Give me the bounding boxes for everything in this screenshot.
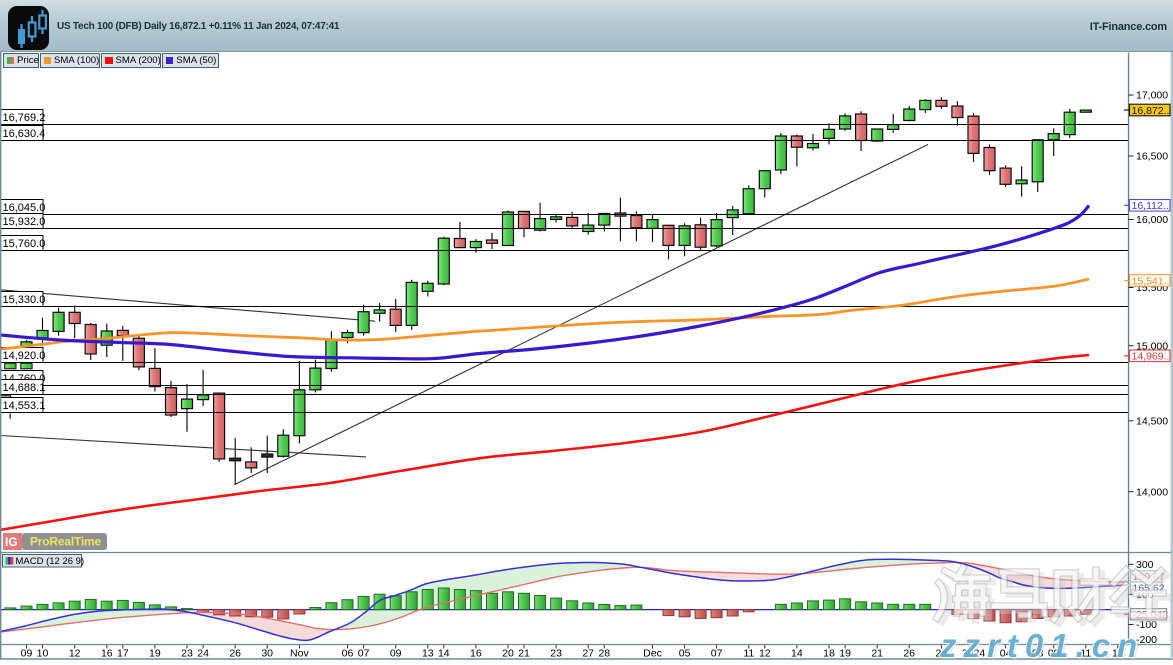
svg-text:zzrt01.cn: zzrt01.cn: [939, 627, 1144, 660]
